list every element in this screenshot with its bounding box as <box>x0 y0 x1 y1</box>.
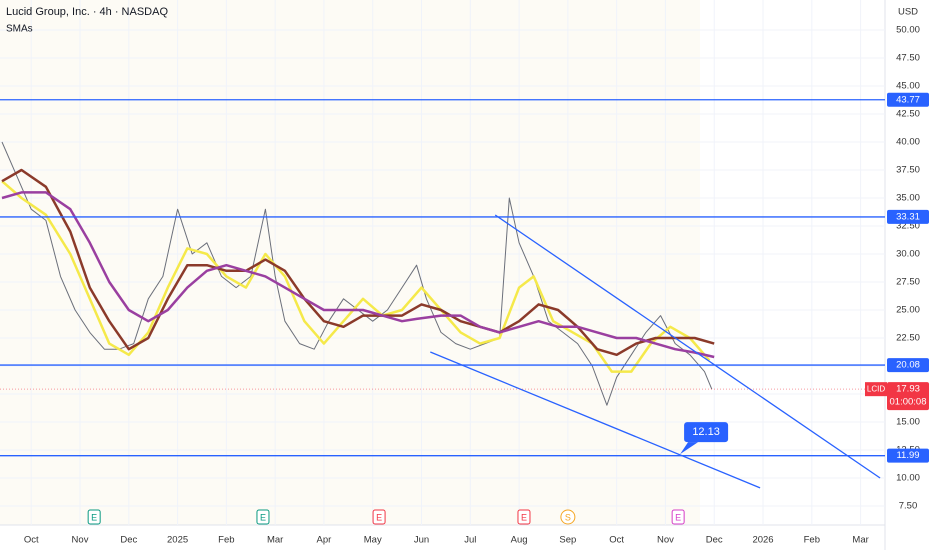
event-label: E <box>521 512 527 522</box>
event-label: S <box>565 512 571 522</box>
chart-title: Lucid Group, Inc. · 4h · NASDAQ <box>6 6 168 18</box>
y-tick-label: 47.50 <box>896 53 920 64</box>
level-badge <box>887 92 929 107</box>
x-tick-label: Feb <box>218 535 234 546</box>
event-badge <box>517 509 531 525</box>
price-label: 17.93 <box>896 384 920 395</box>
x-tick-label: Mar <box>852 535 868 546</box>
x-tick-label: Feb <box>804 535 820 546</box>
x-tick-label: 2026 <box>752 535 773 546</box>
y-tick-label: 42.50 <box>896 109 920 120</box>
y-tick-label: 7.50 <box>899 500 918 511</box>
x-tick-label: Dec <box>120 535 137 546</box>
callout-label: 12.13 <box>692 426 720 438</box>
level-badge <box>887 448 929 463</box>
event-badge <box>87 509 101 525</box>
symbol-label: LCID <box>867 384 885 393</box>
event-label: E <box>675 512 681 522</box>
y-tick-label: 32.50 <box>896 221 920 232</box>
level-badge <box>887 358 929 373</box>
y-tick-label: 50.00 <box>896 25 920 36</box>
sma-line <box>1 168 715 357</box>
y-tick-label: 30.00 <box>896 249 920 260</box>
x-tick-label: Sep <box>559 535 576 546</box>
event-label: E <box>376 512 382 522</box>
y-tick-label: 15.00 <box>896 416 920 427</box>
callout-pointer <box>680 442 699 455</box>
trend-line <box>494 214 881 479</box>
x-tick-label: Oct <box>24 535 39 546</box>
event-badge <box>560 509 576 525</box>
x-tick-label: Apr <box>317 535 332 546</box>
countdown-label: 01:00:08 <box>890 397 927 408</box>
x-tick-label: Dec <box>706 535 723 546</box>
event-badge <box>372 509 386 525</box>
y-tick-label: 35.00 <box>896 193 920 204</box>
x-tick-label: Jul <box>464 535 476 546</box>
currency: USD <box>898 7 918 18</box>
x-tick-label: Aug <box>511 535 528 546</box>
indicator-name: SMAs <box>6 24 33 35</box>
y-tick-label: 45.00 <box>896 81 920 92</box>
level-label: 11.99 <box>896 450 919 461</box>
price-badge <box>887 382 929 411</box>
x-tick-label: 2025 <box>167 535 188 546</box>
sma-line <box>1 191 715 359</box>
trend-line <box>430 351 761 489</box>
x-tick-label: Jun <box>414 535 429 546</box>
x-tick-label: May <box>364 535 382 546</box>
callout-box <box>684 422 729 443</box>
session-shade <box>0 0 700 525</box>
level-label: 20.08 <box>896 360 920 371</box>
level-label: 33.31 <box>896 211 920 222</box>
event-badge <box>671 509 685 525</box>
x-tick-label: Nov <box>72 535 89 546</box>
y-tick-label: 37.50 <box>896 165 920 176</box>
level-badge <box>887 209 929 224</box>
event-label: E <box>91 512 97 522</box>
level-label: 43.77 <box>896 94 920 105</box>
y-tick-label: 10.00 <box>896 472 920 483</box>
y-tick-label: 27.50 <box>896 277 920 288</box>
x-tick-label: Nov <box>657 535 674 546</box>
x-tick-label: Oct <box>609 535 624 546</box>
y-tick-label: 25.00 <box>896 304 920 315</box>
y-tick-label: 22.50 <box>896 332 920 343</box>
event-label: E <box>260 512 266 522</box>
symbol-badge <box>865 382 887 397</box>
x-tick-label: Mar <box>267 535 283 546</box>
y-tick-label: 40.00 <box>896 137 920 148</box>
event-badge <box>256 509 270 525</box>
